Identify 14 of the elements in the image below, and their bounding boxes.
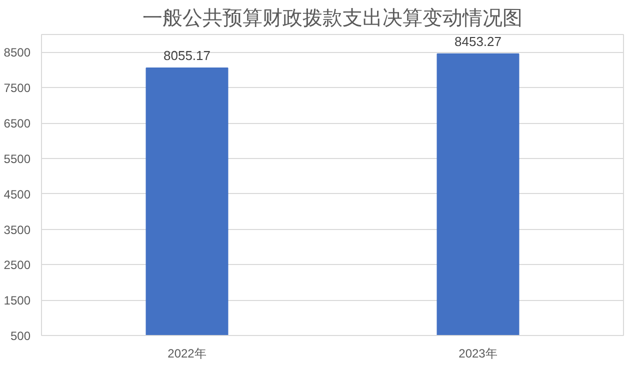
y-tick-label: 3500 <box>4 222 31 237</box>
x-tick-label: 2022年 <box>168 346 206 360</box>
y-tick-label: 6500 <box>4 116 31 131</box>
chart-title: 一般公共预算财政拨款支出决算变动情况图 <box>142 8 522 30</box>
y-tick-label: 7500 <box>4 81 31 96</box>
data-label: 8055.17 <box>164 48 211 63</box>
y-tick-label: 2500 <box>4 258 31 272</box>
y-tick-label: 4500 <box>4 187 31 202</box>
x-tick-label: 2023年 <box>458 346 498 360</box>
y-tick-label: 1500 <box>4 294 31 308</box>
y-tick-label: 500 <box>10 329 31 343</box>
data-label: 8453.27 <box>454 34 502 49</box>
y-tick-label: 5500 <box>4 152 31 166</box>
y-tick-label: 8500 <box>4 46 31 60</box>
